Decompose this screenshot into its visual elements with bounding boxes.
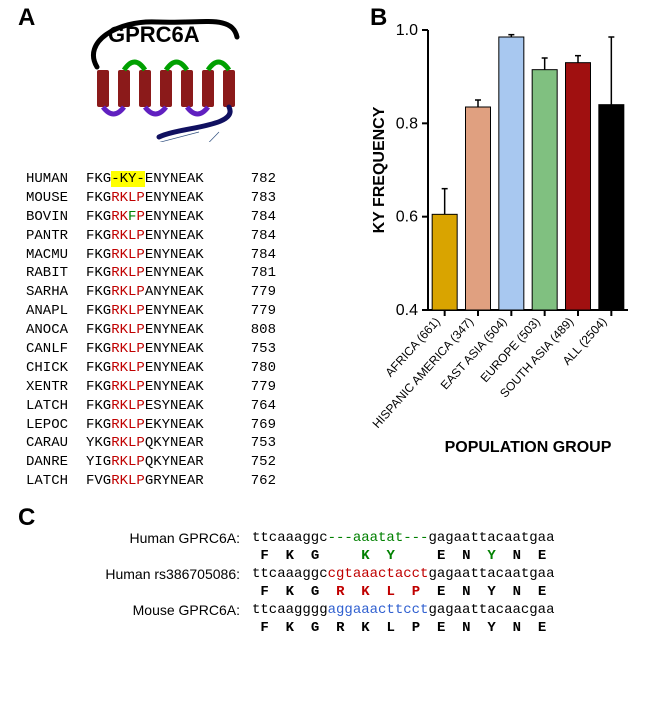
panel-c-label: C [18,504,35,532]
alignment-row: ANOCAFKGRKLPENYNEAK808 [26,321,276,340]
svg-text:0.4: 0.4 [396,302,418,319]
alignment-row: XENTRFKGRKLPENYNEAK779 [26,378,276,397]
alignment-row: MOUSEFKGRKLPENYNEAK783 [26,189,276,208]
alignment-block: HUMANFKG-KY-ENYNEAK782MOUSEFKGRKLPENYNEA… [26,170,276,491]
alignment-row: DANREYIGRKLPQKYNEAR752 [26,453,276,472]
alignment-row: MACMUFKGRKLPENYNEAK784 [26,246,276,265]
alignment-row: LEPOCFKGRKLPEKYNEAK769 [26,416,276,435]
svg-text:1.0: 1.0 [396,22,418,39]
alignment-row: CANLFFKGRKLPENYNEAK753 [26,340,276,359]
alignment-row: RABITFKGRKLPENYNEAK781 [26,264,276,283]
svg-text:0.6: 0.6 [396,209,418,226]
alignment-row: PANTRFKGRKLPENYNEAK784 [26,227,276,246]
membrane-diagram [62,12,282,142]
alignment-row: LATCHFKGRKLPESYNEAK764 [26,397,276,416]
alignment-row: CARAUYKGRKLPQKYNEAR753 [26,434,276,453]
panel-a-label: A [18,4,35,32]
alignment-row: ANAPLFKGRKLPENYNEAK779 [26,302,276,321]
svg-text:0.8: 0.8 [396,115,418,132]
svg-text:POPULATION GROUP: POPULATION GROUP [445,439,612,456]
alignment-row: BOVINFKGRKFPENYNEAK784 [26,208,276,227]
alignment-row: SARHAFKGRKLPANYNEAK779 [26,283,276,302]
alignment-row: LATCHFVGRKLPGRYNEAR762 [26,472,276,491]
alignment-row: HUMANFKG-KY-ENYNEAK782 [26,170,276,189]
panel-c-sequences: Human GPRC6A:ttcaaaggc---aaatat---gagaat… [60,530,554,638]
bar-chart: 0.40.60.81.0KY FREQUENCYAFRICA (661)HISP… [370,20,640,460]
alignment-row: CHICKFKGRKLPENYNEAK780 [26,359,276,378]
svg-text:KY FREQUENCY: KY FREQUENCY [371,106,388,233]
